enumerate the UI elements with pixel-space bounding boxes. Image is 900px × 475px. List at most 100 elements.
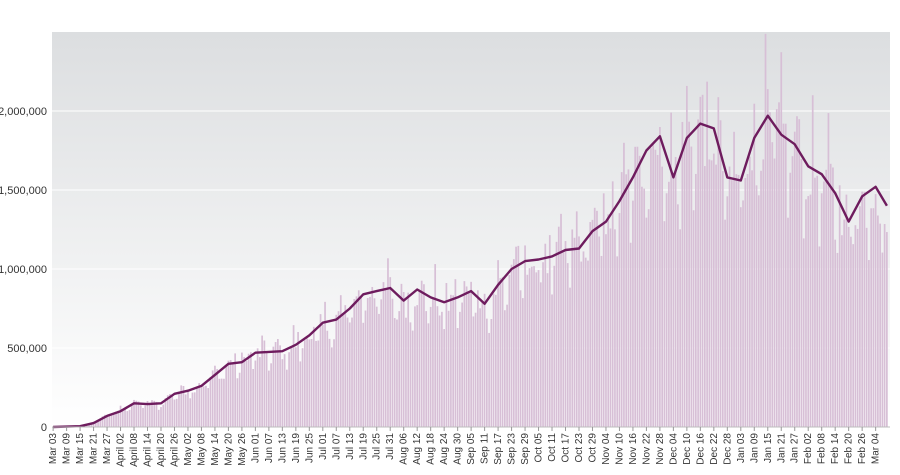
- daily-bar: [726, 196, 729, 427]
- daily-bar: [625, 174, 628, 427]
- y-tick-label: 500,000: [7, 343, 47, 355]
- daily-bar: [566, 263, 569, 427]
- daily-bar: [243, 357, 245, 427]
- daily-bar: [425, 311, 428, 427]
- daily-bar: [681, 121, 684, 428]
- daily-bar: [339, 295, 342, 427]
- daily-bar: [472, 316, 475, 427]
- daily-bar: [852, 244, 855, 427]
- daily-bar: [663, 221, 666, 427]
- daily-bar: [207, 388, 210, 427]
- daily-bar: [142, 407, 144, 427]
- daily-bar: [834, 239, 837, 427]
- daily-bar: [124, 409, 126, 427]
- daily-bar: [697, 119, 699, 427]
- daily-bar: [236, 378, 239, 427]
- daily-bar: [870, 208, 872, 427]
- daily-bar: [155, 401, 158, 427]
- daily-bar: [850, 236, 852, 427]
- daily-bar: [578, 236, 580, 427]
- x-axis: Mar 03 Mar 09 Mar 15 Mar 21 Mar 27 April 02 Ap…: [48, 426, 890, 467]
- daily-bar: [751, 170, 753, 427]
- daily-bar: [589, 222, 592, 427]
- daily-bar: [818, 246, 821, 427]
- daily-bar: [263, 340, 266, 427]
- daily-bar: [97, 421, 99, 427]
- daily-bar: [479, 308, 481, 427]
- daily-bar: [344, 305, 347, 427]
- daily-bar: [277, 339, 279, 427]
- daily-bar: [742, 200, 744, 427]
- daily-bar: [414, 306, 416, 427]
- daily-bar: [317, 340, 320, 427]
- daily-bar: [292, 325, 295, 427]
- daily-bar: [238, 372, 241, 427]
- x-tick-label: Nov 16: [628, 433, 639, 465]
- x-tick-label: May 02: [183, 433, 194, 466]
- daily-bar: [654, 149, 657, 427]
- y-axis: 0 500,000 1,000,000 1,500,000 2,000,000: [0, 106, 47, 434]
- x-tick-label: Mar 09: [62, 433, 73, 465]
- x-tick-label: Jan 03: [736, 433, 747, 463]
- x-tick-label: Aug 24: [439, 433, 450, 465]
- daily-bar: [494, 294, 497, 427]
- x-tick-label: Sep 17: [493, 433, 504, 465]
- daily-bar: [196, 388, 198, 427]
- daily-bar: [486, 318, 488, 427]
- daily-bar: [863, 191, 866, 427]
- daily-bar: [542, 262, 544, 427]
- daily-bar: [357, 290, 360, 427]
- daily-bar: [106, 415, 108, 427]
- daily-bar: [560, 213, 562, 427]
- daily-bar: [784, 123, 787, 427]
- daily-bar: [796, 116, 798, 427]
- daily-bar: [461, 302, 463, 427]
- daily-bar: [360, 297, 362, 427]
- daily-bar: [465, 286, 468, 427]
- daily-bar: [187, 391, 189, 427]
- daily-bar: [232, 362, 234, 427]
- daily-bar: [787, 217, 789, 427]
- daily-bar: [110, 413, 113, 427]
- daily-bar: [445, 283, 448, 427]
- daily-bar: [393, 318, 396, 427]
- daily-bar: [856, 228, 859, 427]
- x-tick-label: Sep 29: [520, 433, 531, 465]
- daily-bar: [701, 94, 704, 427]
- daily-bar: [135, 400, 138, 427]
- daily-bar: [760, 170, 762, 427]
- daily-bar: [501, 277, 504, 427]
- daily-bar: [319, 314, 322, 427]
- daily-bar: [706, 81, 708, 427]
- daily-bar: [600, 255, 603, 427]
- daily-bar: [290, 345, 293, 427]
- daily-bar: [616, 256, 619, 427]
- daily-bar: [881, 252, 884, 427]
- daily-bar: [225, 365, 228, 427]
- daily-bar: [811, 95, 814, 428]
- daily-bar: [450, 294, 452, 427]
- daily-bar: [573, 237, 576, 427]
- daily-bar: [171, 396, 174, 427]
- daily-bar: [629, 242, 632, 427]
- daily-bar: [409, 322, 412, 427]
- daily-bar: [548, 235, 551, 427]
- daily-bar: [441, 311, 443, 427]
- daily-bar: [775, 109, 778, 427]
- daily-bar: [859, 206, 861, 427]
- daily-bar: [254, 360, 257, 427]
- daily-bar: [211, 370, 214, 427]
- daily-bar: [285, 369, 288, 427]
- daily-bar: [364, 310, 367, 427]
- daily-bar: [739, 207, 742, 427]
- daily-bar: [814, 177, 816, 427]
- daily-bar: [355, 296, 358, 427]
- daily-bar: [202, 386, 205, 427]
- daily-bar: [665, 193, 668, 427]
- x-tick-label: Dec 16: [695, 433, 706, 465]
- daily-bar: [829, 163, 832, 428]
- x-tick-label: Sep 05: [466, 433, 477, 465]
- daily-bar: [137, 401, 140, 427]
- daily-bar: [103, 414, 106, 427]
- daily-bar: [373, 298, 376, 427]
